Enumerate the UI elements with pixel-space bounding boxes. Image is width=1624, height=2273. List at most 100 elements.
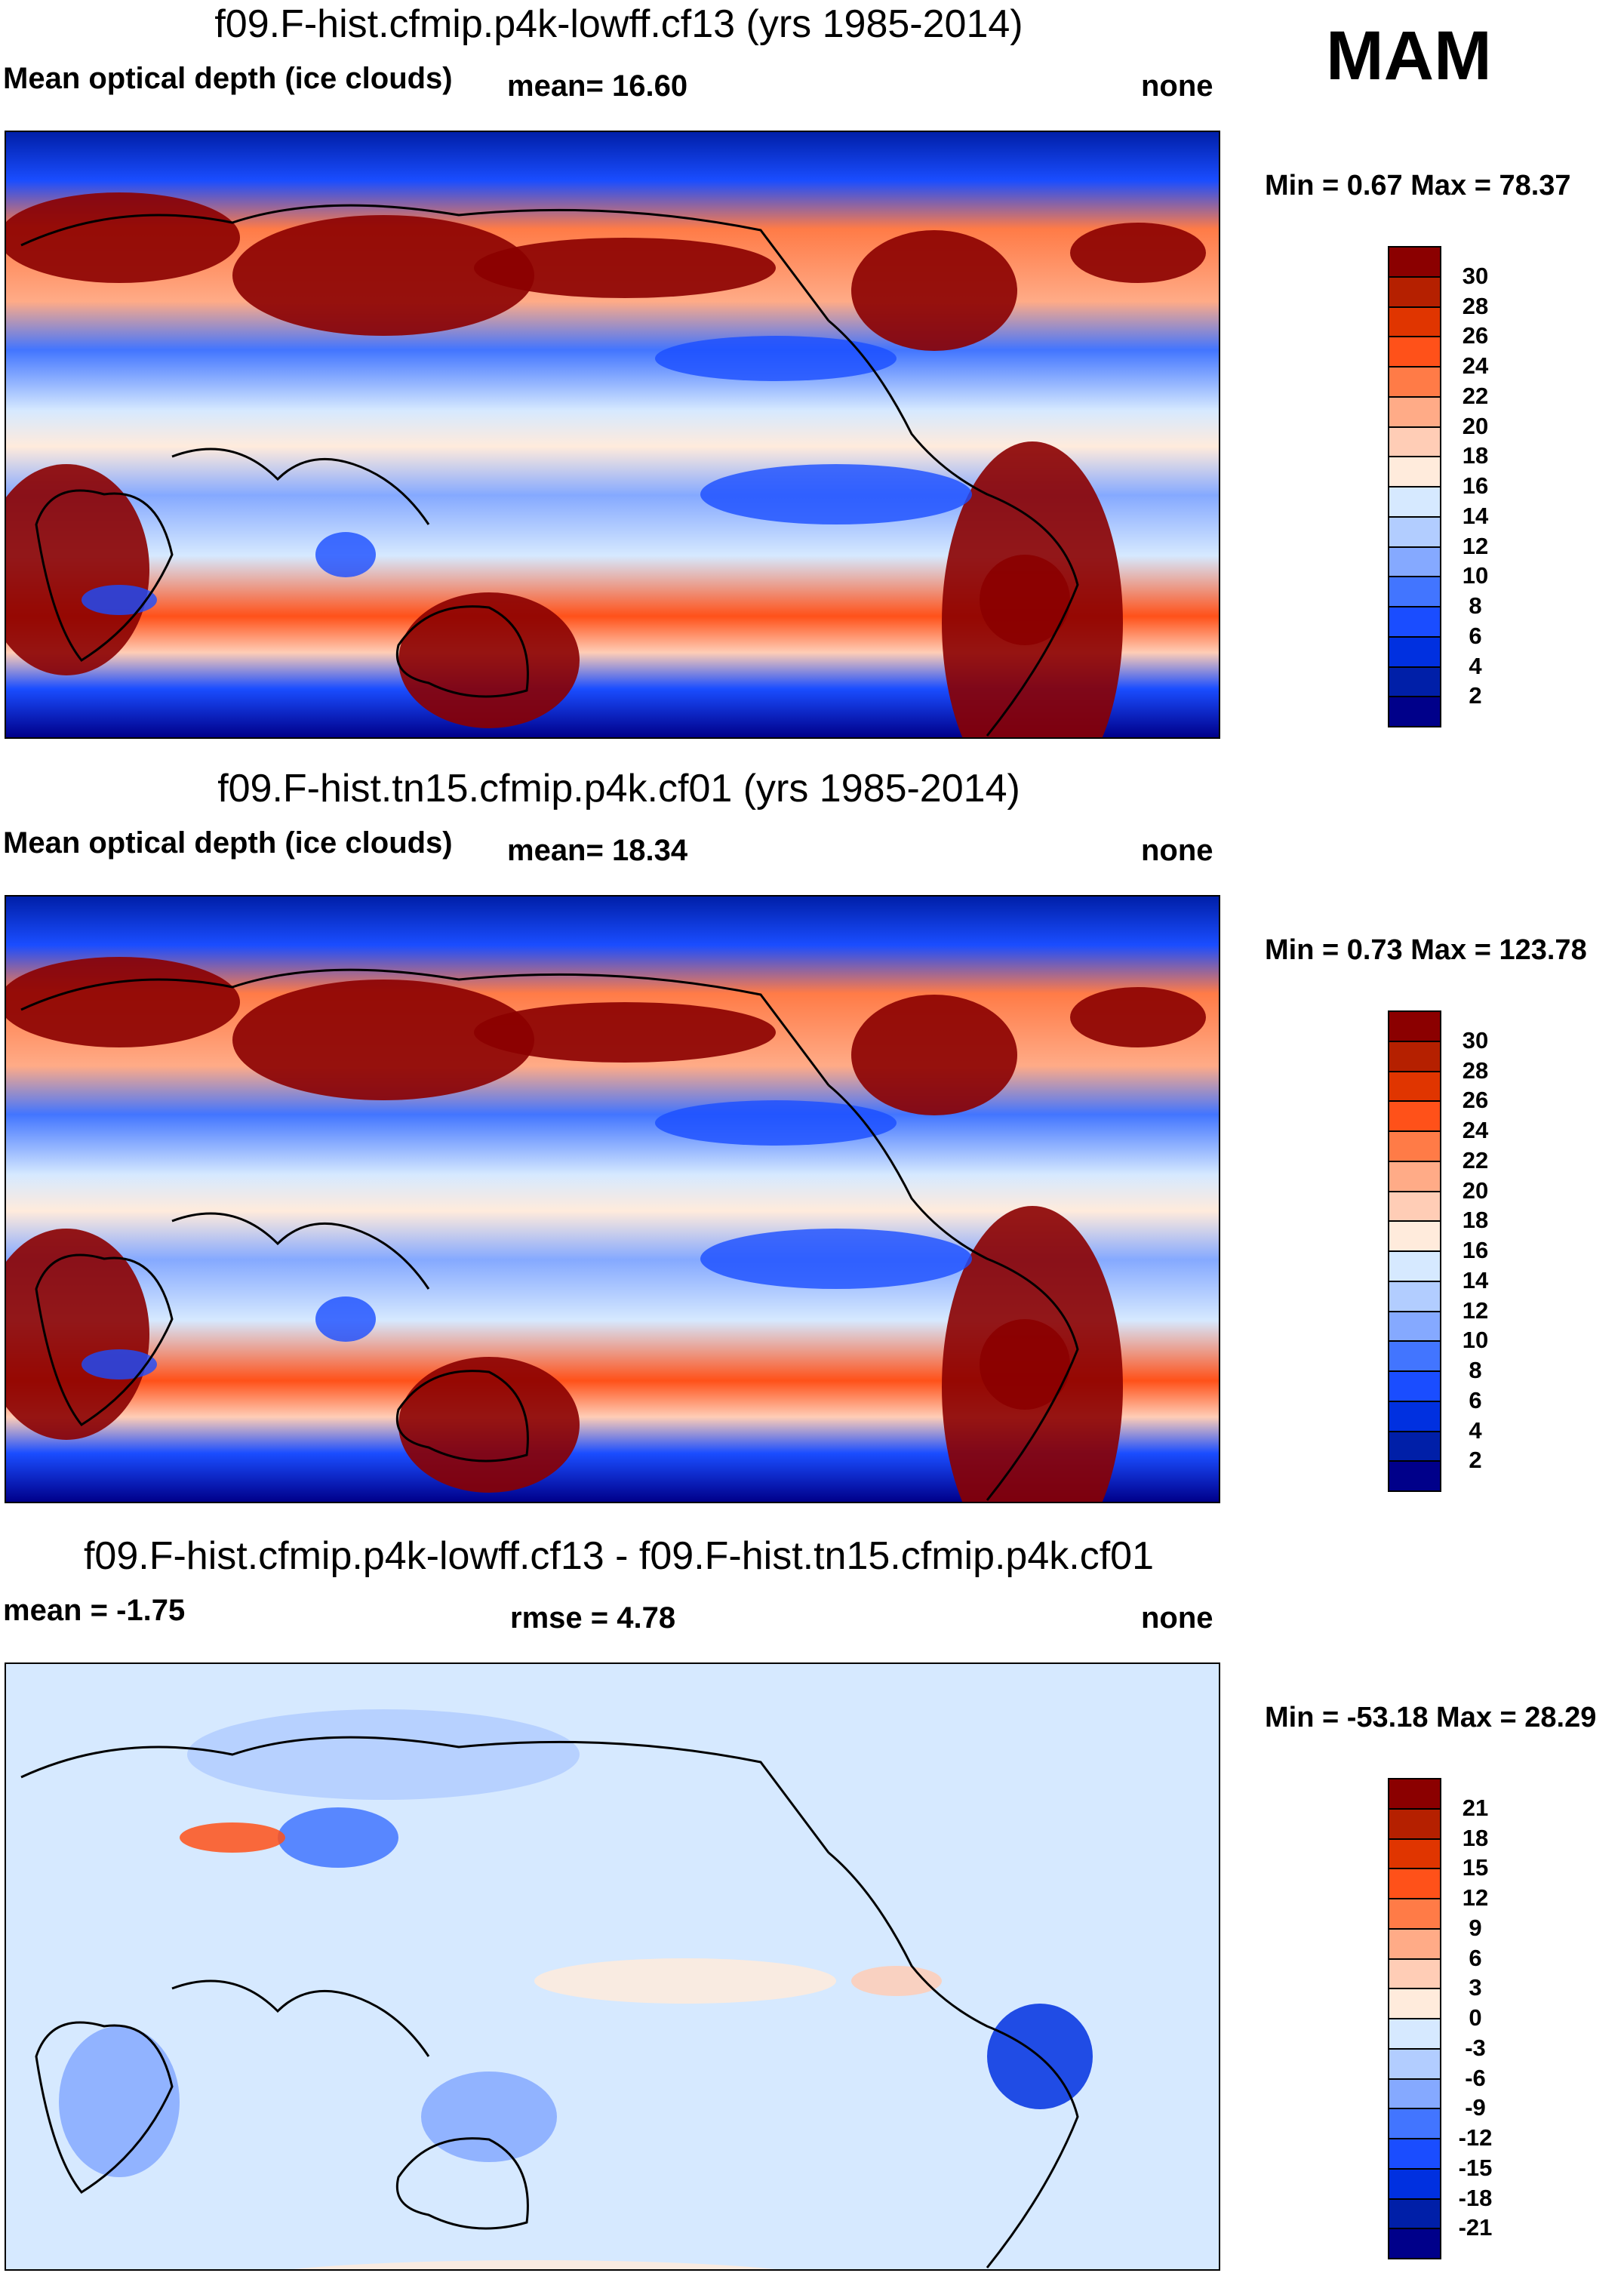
colorbar-box xyxy=(1388,515,1441,548)
colorbar-box xyxy=(1388,1868,1441,1899)
colorbar-box xyxy=(1388,1250,1441,1282)
coastlines xyxy=(20,1736,1079,2268)
colorbar-tick-label: 28 xyxy=(1462,292,1489,319)
min-max-label: Min = 0.73 Max = 123.78 xyxy=(1265,934,1587,966)
low-depth-region xyxy=(655,336,897,381)
colorbar-tick-label: 9 xyxy=(1469,1914,1482,1941)
colorbar-tick-label: 24 xyxy=(1462,1117,1489,1143)
colorbar-box xyxy=(1388,1280,1441,1312)
colorbar-box xyxy=(1388,1807,1441,1840)
season-label: MAM xyxy=(1326,17,1492,94)
colorbar-box xyxy=(1388,1160,1441,1192)
colorbar-tick-label: -6 xyxy=(1465,2064,1486,2091)
panel-title: f09.F-hist.cfmip.p4k-lowff.cf13 - f09.F-… xyxy=(83,1534,1155,1578)
low-depth-region xyxy=(315,1296,376,1342)
colorbar-box xyxy=(1388,1130,1441,1162)
colorbar-box xyxy=(1388,2198,1441,2230)
panel-mid-label: mean= 18.34 xyxy=(507,834,688,867)
low-depth-region xyxy=(315,532,376,577)
colorbar-tick-label: 26 xyxy=(1462,322,1489,349)
colorbar-box xyxy=(1388,1100,1441,1132)
colorbar-box xyxy=(1388,395,1441,428)
colorbar xyxy=(1388,1010,1441,1492)
anomaly-region xyxy=(278,1807,398,1868)
colorbar-box xyxy=(1388,486,1441,518)
low-depth-region xyxy=(82,1349,157,1379)
map-plot xyxy=(0,131,1220,804)
colorbar-tick-label: 26 xyxy=(1462,1087,1489,1114)
coastlines xyxy=(20,968,1079,1501)
colorbar-tick-label: -15 xyxy=(1458,2154,1493,2181)
panel-mid-label: mean= 16.60 xyxy=(507,69,688,103)
colorbar-tick-label: 24 xyxy=(1462,352,1489,379)
panel-left-label: Mean optical depth (ice clouds) xyxy=(3,826,453,860)
colorbar-box xyxy=(1388,635,1441,668)
colorbar-tick-label: 22 xyxy=(1462,1146,1489,1173)
colorbar-tick-label: 2 xyxy=(1469,682,1482,709)
panel-right-label: none xyxy=(1141,69,1213,103)
colorbar-box xyxy=(1388,1190,1441,1223)
anomaly-region xyxy=(59,2026,180,2177)
colorbar-tick-label: 4 xyxy=(1469,652,1482,679)
colorbar-box xyxy=(1388,1070,1441,1103)
colorbar-box xyxy=(1388,1340,1441,1372)
colorbar-tick-label: 6 xyxy=(1469,622,1482,649)
colorbar-tick-label: 8 xyxy=(1469,1357,1482,1383)
colorbar-tick-label: 20 xyxy=(1462,1176,1489,1204)
colorbar-tick-label: 3 xyxy=(1469,1974,1482,2001)
min-max-label: Min = -53.18 Max = 28.29 xyxy=(1265,1702,1597,1733)
colorbar-box xyxy=(1388,336,1441,368)
panel-right-label: none xyxy=(1141,834,1213,867)
colorbar-box xyxy=(1388,1988,1441,2019)
colorbar-box xyxy=(1388,246,1441,278)
colorbar-tick-label: -9 xyxy=(1465,2094,1486,2121)
cloud-region xyxy=(980,555,1070,645)
low-depth-region xyxy=(655,1100,897,1146)
colorbar-box xyxy=(1388,2018,1441,2050)
colorbar-box xyxy=(1388,2138,1441,2170)
colorbar-box xyxy=(1388,2228,1441,2259)
colorbar-tick-label: 28 xyxy=(1462,1057,1489,1084)
colorbar-tick-label: 14 xyxy=(1462,502,1489,529)
cloud-region xyxy=(232,215,534,336)
low-depth-region xyxy=(700,1229,972,1289)
map-plot xyxy=(5,1662,1220,2273)
colorbar-tick-label: -21 xyxy=(1458,2214,1493,2241)
colorbar-box xyxy=(1388,1460,1441,1492)
colorbar-box xyxy=(1388,606,1441,638)
colorbar-tick-label: 2 xyxy=(1469,1447,1482,1474)
colorbar-tick-label: 30 xyxy=(1462,262,1489,289)
colorbar-tick-label: 6 xyxy=(1469,1944,1482,1971)
colorbar-box xyxy=(1388,1370,1441,1402)
panel-right-label: none xyxy=(1141,1601,1213,1635)
colorbar-box xyxy=(1388,2047,1441,2080)
colorbar xyxy=(1388,1778,1441,2259)
cloud-region xyxy=(851,995,1017,1115)
colorbar-box xyxy=(1388,1400,1441,1432)
cloud-region xyxy=(0,464,149,675)
colorbar-box xyxy=(1388,1927,1441,1960)
colorbar-tick-label: 6 xyxy=(1469,1386,1482,1413)
colorbar-box xyxy=(1388,306,1441,338)
colorbar-box xyxy=(1388,546,1441,578)
map-plot xyxy=(0,895,1220,1568)
panel-mid-label: rmse = 4.78 xyxy=(510,1601,676,1635)
cloud-region xyxy=(232,980,534,1100)
cloud-region xyxy=(851,230,1017,351)
colorbar-tick-label: 4 xyxy=(1469,1416,1482,1444)
panel-left-label: Mean optical depth (ice clouds) xyxy=(3,62,453,95)
cloud-region xyxy=(398,592,580,728)
cloud-region xyxy=(980,1319,1070,1410)
colorbar-box xyxy=(1388,275,1441,308)
cloud-region xyxy=(474,238,776,298)
colorbar-box xyxy=(1388,2167,1441,2200)
colorbar-tick-label: 18 xyxy=(1462,442,1489,469)
anomaly-region xyxy=(534,1958,836,2004)
colorbar-box xyxy=(1388,1220,1441,1252)
colorbar-box xyxy=(1388,1430,1441,1463)
colorbar-tick-label: 10 xyxy=(1462,1327,1489,1354)
anomaly-region xyxy=(851,1966,942,1996)
colorbar-box xyxy=(1388,1958,1441,1990)
colorbar-box xyxy=(1388,1010,1441,1042)
colorbar-box xyxy=(1388,1040,1441,1072)
